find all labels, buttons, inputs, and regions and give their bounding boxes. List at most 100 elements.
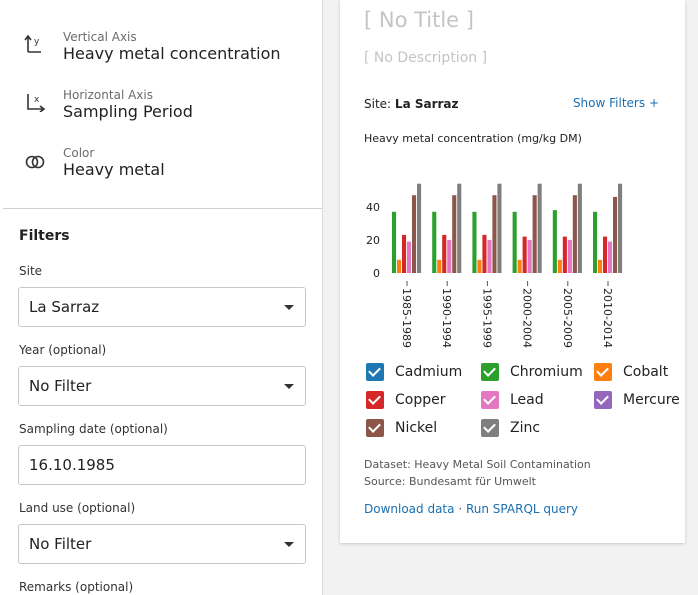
bar-copper[interactable]	[442, 234, 447, 273]
legend-item-cadmium[interactable]: Cadmium	[366, 363, 462, 381]
legend-label: Chromium	[510, 364, 583, 380]
color-value: Heavy metal	[63, 160, 165, 179]
bar-chromium[interactable]	[432, 211, 437, 273]
link-separator: ·	[458, 502, 463, 516]
land-use-label: Land use (optional)	[19, 501, 136, 515]
legend-item-mercure[interactable]: Mercure	[594, 391, 680, 409]
checkbox-icon[interactable]	[481, 419, 499, 437]
land-use-select[interactable]: No Filter	[18, 524, 306, 564]
y-tick-label: 40	[366, 201, 380, 214]
bar-zinc[interactable]	[497, 183, 502, 273]
color-kicker: Color	[63, 146, 95, 160]
bar-lead[interactable]	[567, 239, 572, 273]
dataset-line: Dataset: Heavy Metal Soil Contamination	[364, 458, 591, 471]
legend-label: Cobalt	[623, 364, 669, 380]
bar-nickel[interactable]	[452, 195, 457, 273]
run-sparql-query-link[interactable]: Run SPARQL query	[465, 502, 579, 516]
bar-lead[interactable]	[447, 239, 452, 273]
bar-copper[interactable]	[482, 234, 487, 273]
bar-chromium[interactable]	[472, 211, 477, 273]
divider	[3, 208, 322, 209]
checkbox-icon[interactable]	[366, 419, 384, 437]
bar-cobalt[interactable]	[397, 259, 402, 273]
bar-cobalt[interactable]	[437, 259, 442, 273]
bar-zinc[interactable]	[577, 183, 582, 273]
legend-label: Lead	[510, 392, 544, 408]
bar-cobalt[interactable]	[477, 259, 482, 273]
filters-title: Filters	[19, 228, 70, 244]
chart-card: [ No Title ] [ No Description ] Site: La…	[340, 0, 685, 543]
chart-title-placeholder[interactable]: [ No Title ]	[364, 8, 474, 32]
sampling-date-value: 16.10.1985	[29, 456, 115, 474]
chart-description-placeholder[interactable]: [ No Description ]	[364, 50, 488, 66]
bar-lead[interactable]	[407, 241, 412, 273]
bar-zinc[interactable]	[417, 183, 422, 273]
year-select[interactable]: No Filter	[18, 366, 306, 406]
legend-item-chromium[interactable]: Chromium	[481, 363, 583, 381]
bar-chromium[interactable]	[392, 211, 397, 273]
remarks-label: Remarks (optional)	[19, 580, 134, 594]
sampling-date-field[interactable]: 16.10.1985	[18, 445, 306, 485]
bar-lead[interactable]	[527, 239, 532, 273]
bar-nickel[interactable]	[572, 195, 577, 273]
vertical-axis-value: Heavy metal concentration	[63, 44, 281, 63]
bar-nickel[interactable]	[492, 195, 497, 273]
legend-item-zinc[interactable]: Zinc	[481, 419, 540, 437]
x-tick-label: 2005-2009	[561, 288, 574, 348]
x-tick-label: 2000-2004	[521, 288, 534, 348]
site-select-value: La Sarraz	[29, 298, 100, 316]
bar-cobalt[interactable]	[517, 259, 522, 273]
chart-heading: Heavy metal concentration (mg/kg DM)	[364, 132, 582, 145]
land-use-select-value: No Filter	[29, 535, 92, 553]
bar-copper[interactable]	[522, 236, 527, 273]
chevron-down-icon	[284, 384, 294, 389]
checkbox-icon[interactable]	[594, 391, 612, 409]
bar-chromium[interactable]	[552, 210, 557, 273]
legend-label: Copper	[395, 392, 446, 408]
x-tick-label: 1985-1989	[400, 288, 413, 348]
site-indicator: Site: La Sarraz	[364, 97, 459, 111]
legend-item-copper[interactable]: Copper	[366, 391, 445, 409]
show-filters-label: Show Filters	[572, 96, 646, 110]
checkbox-icon[interactable]	[366, 391, 384, 409]
bar-chromium[interactable]	[512, 211, 517, 273]
legend-label: Zinc	[510, 420, 541, 436]
show-filters-link[interactable]: Show Filters +	[573, 96, 659, 110]
bar-chart: 0 20 40 1985-1989 1990-1994 1995-1999 2000-200…	[366, 183, 623, 348]
x-tick-label: 1990-1994	[440, 288, 453, 348]
bar-zinc[interactable]	[537, 183, 542, 273]
checkbox-icon[interactable]	[594, 363, 612, 381]
legend-label: Mercure	[623, 392, 680, 408]
bar-zinc[interactable]	[457, 183, 462, 273]
bar-copper[interactable]	[402, 234, 407, 273]
legend-item-nickel[interactable]: Nickel	[366, 419, 437, 437]
plus-icon: +	[648, 96, 659, 110]
y-tick-label: 20	[366, 234, 380, 247]
bar-copper[interactable]	[603, 236, 608, 273]
bar-cobalt[interactable]	[557, 259, 562, 273]
bar-nickel[interactable]	[532, 195, 537, 273]
checkbox-icon[interactable]	[481, 363, 499, 381]
bar-zinc[interactable]	[618, 183, 623, 273]
bar-cobalt[interactable]	[598, 259, 603, 273]
chevron-down-icon	[284, 305, 294, 310]
bar-lead[interactable]	[608, 241, 613, 273]
download-data-link[interactable]: Download data	[364, 502, 455, 516]
source-line: Source: Bundesamt für Umwelt	[364, 475, 536, 488]
vertical-axis-kicker: Vertical Axis	[63, 30, 137, 44]
checkbox-icon[interactable]	[481, 391, 499, 409]
legend-item-cobalt[interactable]: Cobalt	[594, 363, 668, 381]
bar-chromium[interactable]	[593, 211, 598, 273]
site-select[interactable]: La Sarraz	[18, 287, 306, 327]
legend-item-lead[interactable]: Lead	[481, 391, 544, 409]
legend-label: Cadmium	[395, 364, 463, 380]
bar-lead[interactable]	[487, 239, 492, 273]
bar-nickel[interactable]	[412, 195, 417, 273]
chevron-down-icon	[284, 542, 294, 547]
x-tick-label: 2010-2014	[601, 288, 614, 348]
svg-text:x: x	[34, 95, 40, 105]
sampling-date-label: Sampling date (optional)	[19, 422, 168, 436]
checkbox-icon[interactable]	[366, 363, 384, 381]
bar-copper[interactable]	[562, 236, 567, 273]
bar-nickel[interactable]	[613, 196, 618, 273]
